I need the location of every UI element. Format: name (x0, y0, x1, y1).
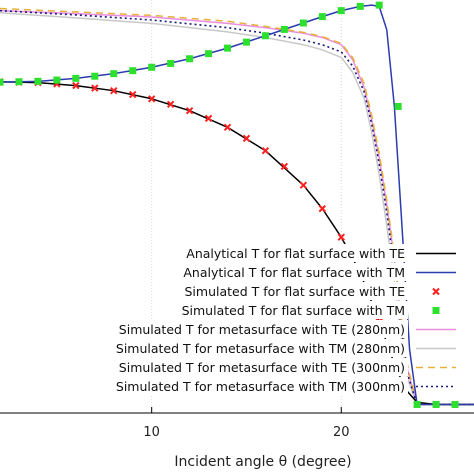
data-point (337, 233, 345, 241)
legend-text-background (181, 282, 408, 300)
data-point (129, 90, 137, 99)
data-point (205, 50, 213, 58)
data-point (242, 134, 251, 143)
data-point (72, 74, 80, 82)
legend-item: Simulated T for metasurface with TM (300… (112, 377, 456, 395)
legend-text-background (115, 358, 409, 376)
legend-swatch (432, 287, 440, 296)
data-point (337, 7, 345, 15)
data-point (261, 147, 270, 155)
data-point (318, 13, 326, 21)
data-point (148, 63, 156, 71)
legend-label: Analytical T for flat surface with TM (183, 265, 405, 280)
data-point (242, 38, 250, 46)
legend-label: Simulated T for metasurface with TM (280… (116, 341, 405, 356)
legend-label: Analytical T for flat surface with TE (186, 246, 405, 261)
data-point (375, 1, 383, 9)
legend-label: Simulated T for metasurface with TE (300… (119, 360, 405, 375)
data-point (110, 86, 118, 95)
data-point (261, 32, 269, 40)
legend-text-background (183, 244, 408, 262)
legend-swatch (432, 307, 440, 314)
legend-text-background (178, 301, 408, 319)
data-point (394, 102, 402, 110)
data-point (147, 95, 156, 103)
data-point (204, 114, 213, 123)
data-point (91, 84, 99, 92)
legend-item: Simulated T for metasurface with TE (300… (115, 358, 456, 376)
data-point (356, 2, 364, 10)
legend-text-background (115, 320, 409, 338)
legend-label: Simulated T for flat surface with TM (182, 303, 405, 318)
data-point (91, 72, 99, 80)
legend-item: Analytical T for flat surface with TE (183, 244, 456, 262)
data-point (186, 55, 194, 63)
data-point (299, 19, 307, 27)
legend-item: Simulated T for flat surface with TM (178, 301, 440, 319)
x-axis-title: Incident angle θ (degree) (174, 454, 351, 470)
legend-item: Simulated T for flat surface with TE (181, 282, 440, 300)
data-point (110, 70, 118, 78)
data-point (413, 400, 421, 408)
legend-item: Simulated T for metasurface with TM (280… (112, 339, 456, 357)
data-point (185, 106, 194, 115)
legend: Analytical T for flat surface with TE Ana… (112, 244, 456, 395)
legend-item: Simulated T for metasurface with TE (280… (115, 320, 456, 338)
legend-label: Simulated T for flat surface with TE (184, 284, 405, 299)
data-point (280, 25, 288, 33)
data-point (129, 67, 137, 75)
legend-text-background (112, 377, 409, 395)
data-point (432, 400, 440, 408)
legend-item: Analytical T for flat surface with TM (180, 263, 456, 281)
legend-label: Simulated T for metasurface with TM (300… (116, 379, 405, 394)
data-point (224, 44, 232, 52)
data-point (167, 59, 175, 67)
legend-text-background (112, 339, 409, 357)
data-point (318, 204, 327, 213)
legend-text-background (180, 263, 408, 281)
data-point (299, 181, 308, 189)
data-point (53, 76, 61, 84)
data-point (451, 400, 459, 408)
data-point (166, 100, 175, 109)
data-point (223, 123, 232, 132)
data-point (280, 162, 289, 171)
series-4 (0, 1, 459, 408)
data-point (34, 77, 42, 85)
data-point (72, 81, 80, 90)
legend-label: Simulated T for metasurface with TE (280… (119, 322, 405, 337)
x-tick-label: 20 (333, 425, 350, 440)
x-axis-ticks: 10 20 (143, 407, 350, 440)
data-point (0, 78, 4, 86)
data-point (15, 78, 23, 86)
x-tick-label: 10 (143, 425, 160, 440)
